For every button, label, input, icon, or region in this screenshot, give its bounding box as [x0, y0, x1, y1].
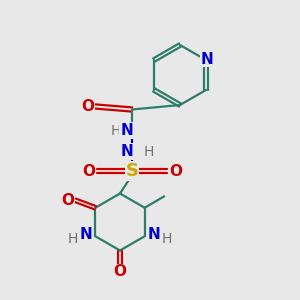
Text: H: H — [143, 145, 154, 158]
Text: N: N — [79, 227, 92, 242]
Text: O: O — [61, 193, 74, 208]
Text: O: O — [113, 264, 127, 279]
Text: N: N — [120, 144, 133, 159]
Text: S: S — [125, 162, 139, 180]
Text: O: O — [169, 164, 182, 178]
Text: H: H — [110, 124, 121, 137]
Text: N: N — [120, 123, 133, 138]
Text: H: H — [162, 232, 172, 246]
Text: N: N — [148, 227, 161, 242]
Text: O: O — [82, 164, 95, 178]
Text: H: H — [68, 232, 78, 246]
Text: O: O — [81, 99, 94, 114]
Text: N: N — [201, 52, 214, 67]
